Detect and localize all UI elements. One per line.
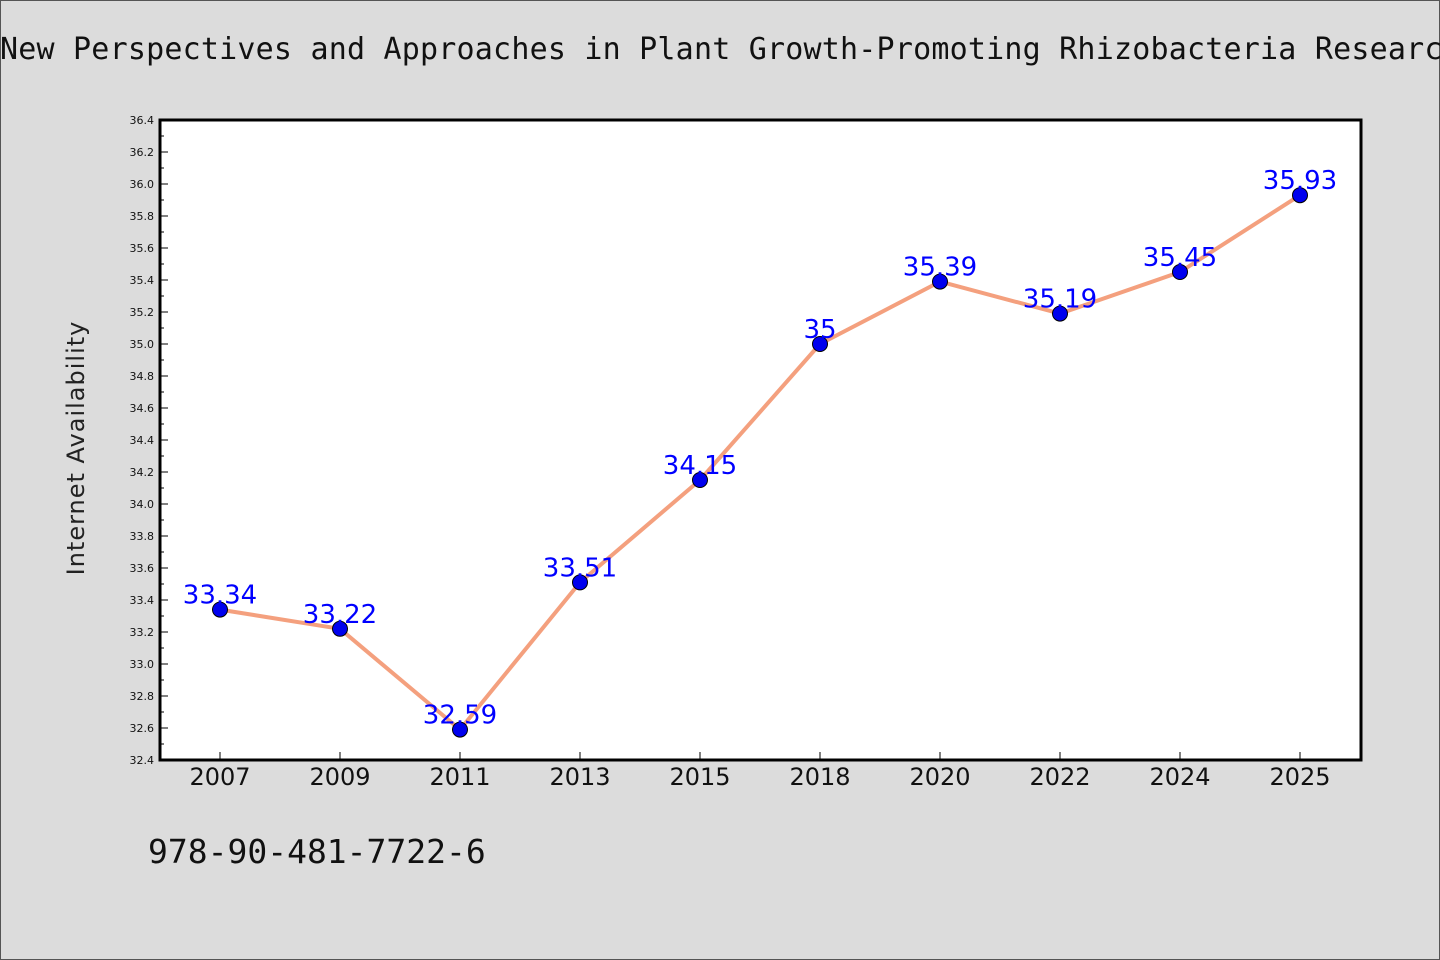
data-label: 35 (803, 315, 836, 345)
y-tick-label: 34.0 (130, 498, 155, 511)
x-tick-label: 2018 (789, 763, 850, 791)
x-tick-label: 2024 (1149, 763, 1210, 791)
y-tick-label: 33.6 (130, 562, 155, 575)
data-label: 35.19 (1023, 285, 1097, 315)
y-tick-label: 34.8 (130, 370, 155, 383)
y-tick-label: 36.2 (130, 146, 155, 159)
data-label: 35.39 (903, 253, 977, 283)
x-tick-label: 2022 (1029, 763, 1090, 791)
y-tick-label: 34.2 (130, 466, 155, 479)
data-label: 32.59 (423, 701, 497, 731)
y-tick-label: 35.0 (130, 338, 155, 351)
y-axis-label: Internet Availability (62, 321, 90, 576)
y-tick-label: 34.4 (130, 434, 155, 447)
series-line (219, 193, 1302, 732)
data-point (1292, 187, 1308, 204)
y-tick-label: 35.6 (130, 242, 155, 255)
y-tick-label: 32.6 (130, 722, 155, 735)
x-tick-label: 2013 (549, 763, 610, 791)
y-tick-label: 35.8 (130, 210, 155, 223)
data-point (692, 472, 708, 488)
data-label: 33.34 (183, 581, 257, 611)
isbn-text: 978-90-481-7722-6 (148, 832, 486, 871)
plot-area (158, 118, 1363, 762)
data-point (1052, 305, 1068, 322)
data-point (812, 336, 828, 352)
y-axis: 32.4 32.6 32.8 33.0 33.2 33.4 33.6 33.8 34.0 34.2… (130, 114, 168, 767)
data-point (572, 574, 588, 591)
x-axis: 2007 2009 2011 2013 2015 2018 2020 2022 2024 2025 (189, 752, 1331, 791)
x-tick-label: 2007 (189, 763, 250, 791)
y-tick-label: 36.0 (130, 178, 155, 191)
data-point (932, 273, 948, 290)
x-tick-label: 2015 (669, 763, 730, 791)
data-labels: 33.34 33.22 32.59 33.51 34.15 35 35.39 35.19 35.… (183, 166, 1337, 730)
data-point (212, 601, 228, 618)
y-tick-label: 35.2 (130, 306, 155, 319)
y-tick-label: 32.4 (130, 754, 155, 767)
data-label: 35.93 (1263, 166, 1337, 196)
x-tick-label: 2011 (429, 763, 490, 791)
y-tick-label: 33.2 (130, 626, 155, 639)
data-point (332, 620, 348, 637)
x-tick-label: 2025 (1269, 763, 1330, 791)
chart-title: New Perspectives and Approaches in Plant… (0, 32, 1440, 67)
y-tick-label: 35.4 (130, 274, 155, 287)
y-tick-label: 33.4 (130, 594, 155, 607)
y-tick-label: 33.0 (130, 658, 155, 671)
x-tick-label: 2009 (309, 763, 370, 791)
y-tick-label: 33.8 (130, 530, 155, 543)
data-label: 33.51 (543, 553, 617, 583)
data-label: 33.22 (303, 600, 377, 630)
data-label: 34.15 (663, 451, 737, 481)
data-label: 35.45 (1143, 243, 1217, 273)
y-tick-label: 32.8 (130, 690, 155, 703)
y-tick-label: 34.6 (130, 402, 155, 415)
data-points (212, 187, 1308, 738)
y-tick-label: 36.4 (130, 114, 155, 127)
data-point (1172, 264, 1188, 280)
data-point (452, 721, 468, 738)
x-tick-label: 2020 (909, 763, 970, 791)
